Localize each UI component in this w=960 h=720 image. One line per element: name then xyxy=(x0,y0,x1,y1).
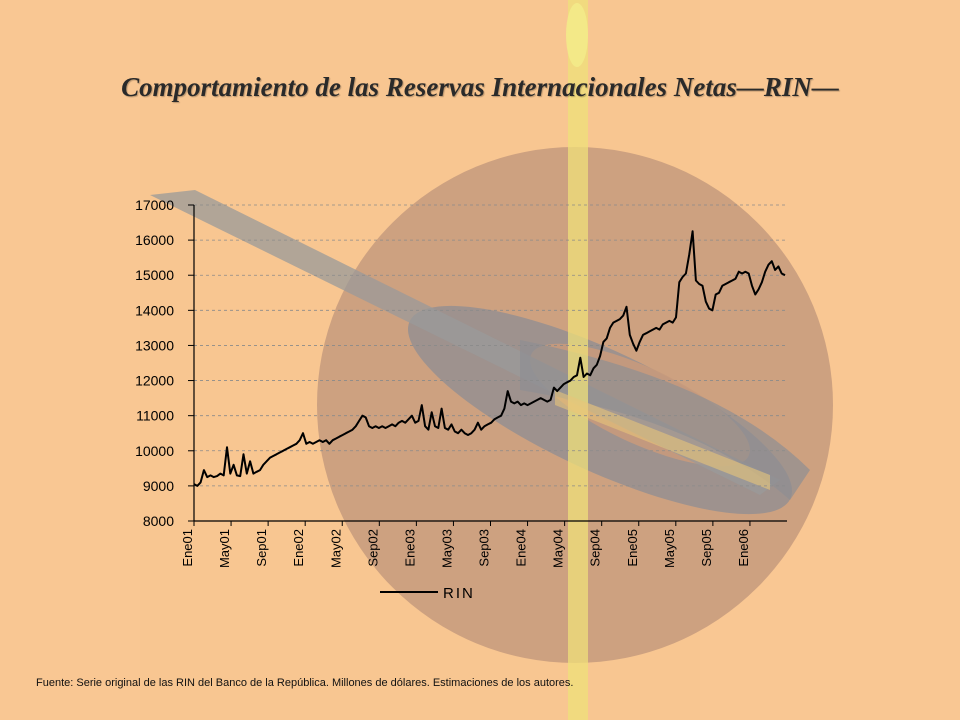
y-tick-labels: 17000 16000 15000 14000 13000 12000 11000 10000… xyxy=(135,197,174,529)
x-tick-label: May04 xyxy=(551,529,566,568)
x-tick-label: May03 xyxy=(439,529,454,568)
series-lines xyxy=(193,230,786,487)
x-tick-labels: Ene01 May01 Sep01 Ene02 May02 Sep02 Ene03 May03… xyxy=(180,529,751,568)
x-tick-label: Sep03 xyxy=(477,529,492,567)
y-tick-label: 11000 xyxy=(136,408,174,424)
x-tick-label: May02 xyxy=(328,529,343,568)
x-tick-label: Sep01 xyxy=(254,529,269,567)
y-tick-label: 8000 xyxy=(143,513,174,529)
y-tick-label: 15000 xyxy=(135,267,174,283)
legend-label: RIN xyxy=(443,585,475,602)
x-tick-label: May05 xyxy=(662,529,677,568)
series-line-rin xyxy=(193,230,786,487)
x-tick-label: Ene04 xyxy=(514,529,529,567)
x-tick-label: Ene01 xyxy=(180,529,195,567)
x-tick-label: Ene03 xyxy=(402,529,417,567)
x-tick-label: Ene02 xyxy=(291,529,306,567)
grid-lines xyxy=(194,204,787,487)
x-tick-label: Sep02 xyxy=(365,529,380,567)
legend: RIN xyxy=(380,585,475,602)
x-tick-label: May01 xyxy=(217,529,232,568)
y-tick-label: 10000 xyxy=(135,443,174,459)
y-tick-label: 12000 xyxy=(135,373,174,389)
y-tick-label: 17000 xyxy=(135,197,174,213)
x-tick-label: Sep05 xyxy=(699,529,714,567)
axes xyxy=(188,204,787,526)
x-tick-label: Sep04 xyxy=(588,529,603,567)
x-tick-label: Ene05 xyxy=(625,529,640,567)
x-tick-label: Ene06 xyxy=(736,529,751,567)
y-tick-label: 14000 xyxy=(135,302,174,318)
slide-title: Comportamiento de las Reservas Internaci… xyxy=(121,72,839,102)
y-tick-label: 16000 xyxy=(135,232,174,248)
y-tick-label: 9000 xyxy=(143,478,174,494)
y-tick-label: 13000 xyxy=(135,337,174,353)
source-note: Fuente: Serie original de las RIN del Ba… xyxy=(36,677,574,689)
